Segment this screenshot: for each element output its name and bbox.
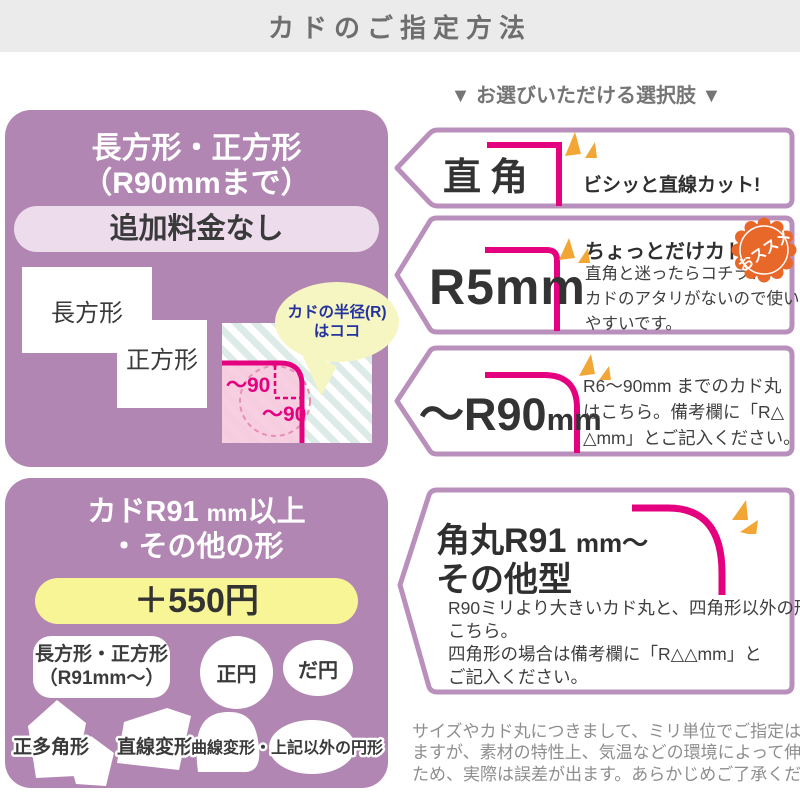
option-arrow-outline bbox=[394, 215, 795, 335]
linear-deform-label: 直線変形 bbox=[117, 735, 193, 758]
no-extra-fee-badge: 追加料金なし bbox=[14, 206, 379, 252]
option-description-line: R6～90mm までのカド丸 bbox=[583, 376, 782, 396]
shape-rect-r91: 長方形・正方形 （R91mm～） bbox=[33, 636, 170, 698]
corner-radius-drawing bbox=[222, 360, 311, 443]
option-name-unit: mm bbox=[546, 402, 602, 437]
shape-circle-label: 正円 bbox=[216, 664, 257, 686]
option-headline: ちょっとだけカド丸 bbox=[585, 241, 765, 263]
option-name: 直角 bbox=[443, 157, 538, 199]
option-name-main: ～R90 bbox=[419, 389, 547, 440]
small-pentagon-shape bbox=[68, 736, 114, 786]
free-panel-title-line1: 長方形・正方形 bbox=[91, 132, 302, 165]
option-headline: ビシッと直線カット! bbox=[583, 175, 761, 196]
medium-round-corner-mark bbox=[485, 372, 580, 453]
custom-title-main: 角丸R91 bbox=[436, 522, 567, 560]
radius-value-vertical: ～90 bbox=[226, 374, 271, 397]
price-badge: ＋550円 bbox=[35, 578, 358, 624]
rectangle-shape-label: 長方形 bbox=[51, 299, 123, 327]
small-round-corner-mark bbox=[485, 247, 560, 331]
sparkle-icon bbox=[732, 500, 758, 534]
linear-deform-shape bbox=[117, 708, 191, 770]
footnote-line: サイズやカド丸につきまして、ミリ単位でご指定はいただけ bbox=[412, 722, 800, 741]
option-description: 直角と迷ったらコチラ！ カドのアタリがないので使い やすいです。 bbox=[585, 262, 800, 337]
square-shape: 正方形 bbox=[117, 320, 207, 408]
bubble-line2: はココ bbox=[313, 323, 361, 340]
sparkle-icon bbox=[579, 354, 611, 380]
custom-description-line: 四角形の場合は備考欄に「R△△mm」と bbox=[448, 644, 762, 664]
option-r90mm: ～R90mm R6～90mm までのカド丸 はこちら。備考欄に「R△ △mm」と… bbox=[393, 344, 800, 458]
paid-title-suffix: 以上 bbox=[247, 496, 306, 528]
footnote-line: ため、実際は誤差が出ます。あらかじめご了承ください。 bbox=[412, 764, 800, 784]
header-bar: カドのご指定方法 bbox=[0, 0, 800, 52]
shape-oval: だ円 bbox=[283, 640, 353, 696]
polygon-label: 正多角形 bbox=[13, 735, 89, 758]
shape-rect-r91-line2: （R91mm～） bbox=[38, 668, 165, 689]
square-shape-label: 正方形 bbox=[126, 347, 198, 374]
option-name: ～R90mm bbox=[419, 378, 602, 443]
shape-oval-label: だ円 bbox=[298, 659, 338, 682]
custom-description: R90ミリより大きいカド丸と、四角形以外の形は こちら。 四角形の場合は備考欄に… bbox=[448, 597, 800, 689]
paid-options-panel: カドR91 mm以上 ・その他の形 ＋550円 長方形・正方形 （R91mm～）… bbox=[5, 478, 388, 788]
bubble-line1: カドの半径(R) bbox=[287, 304, 387, 321]
paid-title-prefix: カドR91 bbox=[87, 496, 199, 528]
paid-panel-title-line2: ・その他の形 bbox=[109, 531, 284, 563]
custom-description-line: こちら。 bbox=[448, 621, 518, 641]
free-panel-title-line2: （R90mmまで） bbox=[82, 167, 311, 200]
paid-title-unit: mm bbox=[206, 500, 248, 526]
sparkle-icon bbox=[559, 238, 590, 263]
option-description-line: 直角と迷ったらコチラ！ bbox=[585, 265, 767, 283]
other-ellipse-shape bbox=[269, 720, 355, 774]
paid-panel-title: カドR91 mm以上 ・その他の形 bbox=[5, 478, 388, 564]
footnote: サイズやカド丸につきまして、ミリ単位でご指定はいただけ ますが、素材の特性上、気… bbox=[412, 721, 800, 785]
custom-title-line2: その他型 bbox=[436, 561, 572, 599]
option-right-angle: 直角 ビシッと直線カット! bbox=[393, 126, 797, 210]
option-name: R5mm bbox=[429, 259, 586, 315]
free-panel-title: 長方形・正方形 （R90mmまで） bbox=[5, 110, 388, 201]
shape-circle: 正円 bbox=[200, 636, 273, 709]
custom-description-line: R90ミリより大きいカド丸と、四角形以外の形は bbox=[448, 598, 800, 618]
option-arrow-outline bbox=[397, 487, 795, 695]
option-description-line: やすいです。 bbox=[585, 315, 682, 333]
custom-title-unit: mm～ bbox=[575, 528, 649, 558]
option-custom-shapes: 角丸R91 mm～ その他型 R90ミリより大きいカド丸と、四角形以外の形は こ… bbox=[396, 486, 800, 696]
free-options-panel: 長方形・正方形 （R90mmまで） 追加料金なし 長方形 正方形 ～90 ～90… bbox=[5, 110, 399, 467]
option-arrow-outline bbox=[394, 127, 795, 209]
option-r5mm: R5mm ちょっとだけカド丸 直角と迷ったらコチラ！ カドのアタリがないので使い… bbox=[393, 214, 800, 337]
bubble-tail bbox=[301, 352, 337, 396]
curved-deform-shape bbox=[196, 711, 260, 773]
option-description-line: カドのアタリがないので使い bbox=[585, 290, 800, 308]
shape-rect-r91-line1: 長方形・正方形 bbox=[34, 644, 168, 665]
page-title: カドのご指定方法 bbox=[267, 12, 532, 43]
option-description-line: はこちら。備考欄に「R△ bbox=[583, 402, 785, 422]
curved-deform-label: 曲線変形・上記以外の円形 bbox=[191, 738, 383, 757]
custom-description-line: ご記入ください。 bbox=[448, 667, 588, 687]
large-round-corner-mark bbox=[632, 504, 726, 595]
radius-callout-bubble: カドの半径(R) はココ bbox=[275, 282, 399, 362]
footnote-line: ますが、素材の特性上、気温などの環境によって伸縮する bbox=[412, 743, 800, 763]
custom-title-line1: 角丸R91 mm～ bbox=[436, 513, 648, 562]
option-arrow-outline bbox=[394, 345, 795, 457]
paid-panel-title-line1: カドR91 mm以上 bbox=[5, 495, 388, 530]
irregular-shapes-row: 正多角形 直線変形 曲線変形・上記以外の円形 bbox=[11, 700, 386, 786]
rectangle-shape: 長方形 bbox=[22, 267, 152, 353]
options-label: ▼ お選びいただける選択肢 ▼ bbox=[450, 85, 722, 107]
option-description: R6～90mm までのカド丸 はこちら。備考欄に「R△ △mm」とご記入ください… bbox=[583, 373, 800, 451]
sparkle-icon bbox=[565, 132, 597, 158]
option-description-line: △mm」とご記入ください。 bbox=[583, 428, 800, 448]
radius-value-horizontal: ～90 bbox=[262, 403, 307, 426]
sharp-corner-mark bbox=[487, 142, 562, 206]
corner-radius-diagram: ～90 ～90 bbox=[222, 323, 372, 443]
recommended-badge: おススメ bbox=[731, 217, 797, 283]
